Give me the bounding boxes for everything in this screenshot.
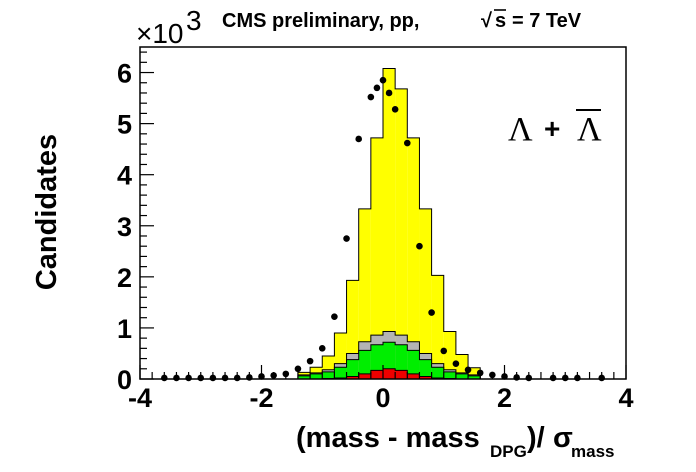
data-point-16: [355, 135, 363, 143]
plus-symbol: +: [544, 113, 560, 144]
chart-title: CMS preliminary, pp, √ s = 7 TeV: [222, 9, 582, 32]
x-tick-label: 0: [375, 383, 390, 413]
x-label-subscript-mass: mass: [571, 442, 614, 461]
data-point-23: [416, 242, 423, 250]
data-point-27: [464, 366, 472, 374]
histogram-bar-2-12: [443, 371, 456, 379]
histogram-bar-2-4: [346, 359, 359, 379]
histogram-bar-2-0: [297, 375, 311, 379]
histogram-bar-2-14: [468, 375, 481, 379]
data-point-12: [306, 357, 314, 365]
y-tick-label: 3: [117, 212, 132, 242]
histogram-bar-3-9: [407, 373, 420, 379]
histogram-bar-0-11: [431, 275, 444, 379]
title-s: s: [495, 10, 506, 32]
histogram-bar-3-7: [383, 368, 396, 379]
histogram-bar-0-10: [419, 208, 432, 379]
histogram-bar-2-10: [419, 359, 432, 379]
histogram-bar-3-5: [358, 373, 371, 379]
histogram-bar-2-9: [407, 350, 420, 379]
title-sqrt-symbol: √: [481, 10, 493, 32]
y-tick-label: 4: [117, 161, 132, 191]
y-tick-label: 2: [117, 263, 132, 293]
histogram-bar-3-10: [419, 376, 432, 379]
data-point-25: [440, 347, 448, 355]
data-point-22: [404, 139, 411, 147]
title-prefix: CMS preliminary, pp,: [222, 10, 419, 32]
y-tick-label: 6: [117, 59, 132, 89]
antilambda-symbol: Λ: [577, 111, 602, 148]
histogram-bar-2-3: [334, 367, 347, 379]
histogram-bar-0-14: [468, 367, 481, 379]
y-multiplier: ×10 3: [136, 5, 202, 49]
data-point-13: [318, 345, 326, 352]
y-axis-label: Candidates: [31, 134, 63, 290]
data-point-17: [367, 93, 375, 101]
histogram-bar-3-4: [346, 376, 359, 379]
x-tick-label: -2: [249, 383, 273, 413]
y-tick-label: 0: [117, 365, 132, 395]
histogram-bar-0-8: [395, 88, 408, 379]
data-point-21: [391, 106, 399, 113]
data-point-26: [452, 360, 460, 367]
x-tick-label: 4: [618, 383, 633, 413]
histogram-bar-2-2: [322, 371, 335, 379]
x-label-main: (mass - mass: [296, 422, 480, 454]
histogram-bar-0-12: [443, 331, 456, 379]
lambda-annotation: Λ + Λ: [508, 109, 602, 148]
histogram-bar-0-9: [407, 137, 420, 379]
histogram-outline-1: [297, 330, 481, 379]
x-label-subscript-dpg: DPG: [490, 442, 527, 461]
lambda-symbol: Λ: [508, 111, 533, 148]
data-point-19: [379, 76, 387, 84]
data-point-20: [385, 89, 393, 97]
histogram-stack: [297, 67, 481, 380]
x-label-mid: )/: [527, 422, 545, 454]
histogram-bar-0-6: [370, 137, 383, 379]
y-multiplier-exponent: 3: [186, 5, 202, 36]
histogram-outline-2: [297, 341, 481, 379]
histogram-outline-0: [297, 67, 481, 379]
x-label-sigma: σ: [553, 422, 573, 454]
histogram-bar-3-6: [370, 370, 383, 379]
x-axis-label: (mass - mass DPG )/ σ mass: [296, 422, 614, 461]
x-tick-label: -4: [128, 383, 152, 413]
x-tick-label: 2: [497, 383, 512, 413]
histogram-bar-2-5: [358, 350, 371, 379]
histogram-bar-2-1: [310, 373, 323, 379]
histogram-bar-2-13: [455, 373, 469, 379]
y-multiplier-base: ×10: [136, 18, 184, 49]
histogram-bar-3-8: [395, 370, 408, 379]
y-tick-label: 5: [117, 110, 132, 140]
histogram-bar-0-5: [358, 208, 371, 379]
x-axis-ticks: -4 -2 0 2 4: [128, 365, 634, 413]
histogram-bar-2-11: [431, 367, 444, 379]
data-point-18: [373, 84, 381, 92]
y-axis-ticks: 0 1 2 3 4 5 6: [117, 51, 154, 395]
data-point-11: [294, 365, 302, 373]
y-tick-label: 1: [117, 314, 132, 344]
title-suffix: = 7 TeV: [512, 10, 582, 32]
histogram-bar-0-7: [383, 68, 396, 380]
data-point-24: [428, 309, 435, 316]
data-point-14: [331, 313, 338, 320]
data-point-15: [343, 235, 350, 242]
